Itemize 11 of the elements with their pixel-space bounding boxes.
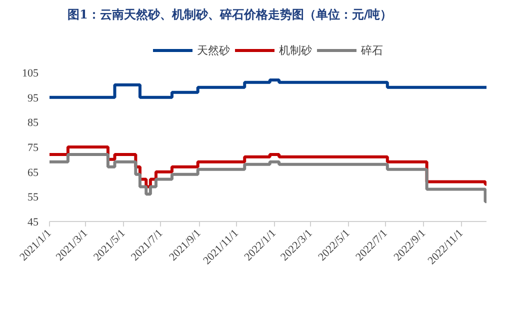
legend-label: 机制砂	[279, 42, 312, 58]
y-tick-label: 75	[28, 142, 39, 154]
legend-label: 碎石	[361, 42, 383, 58]
legend-label: 天然砂	[197, 42, 230, 58]
y-tick-label: 55	[28, 192, 39, 204]
y-tick-label: 105	[22, 68, 39, 80]
y-tick-label: 85	[28, 117, 39, 130]
y-tick-label: 65	[28, 166, 39, 179]
y-tick-label: 45	[28, 216, 39, 228]
y-tick-label: 95	[28, 92, 39, 104]
chart-title: 图1：云南天然砂、机制砂、碎石价格走势图（单位：元/吨）	[68, 8, 392, 22]
